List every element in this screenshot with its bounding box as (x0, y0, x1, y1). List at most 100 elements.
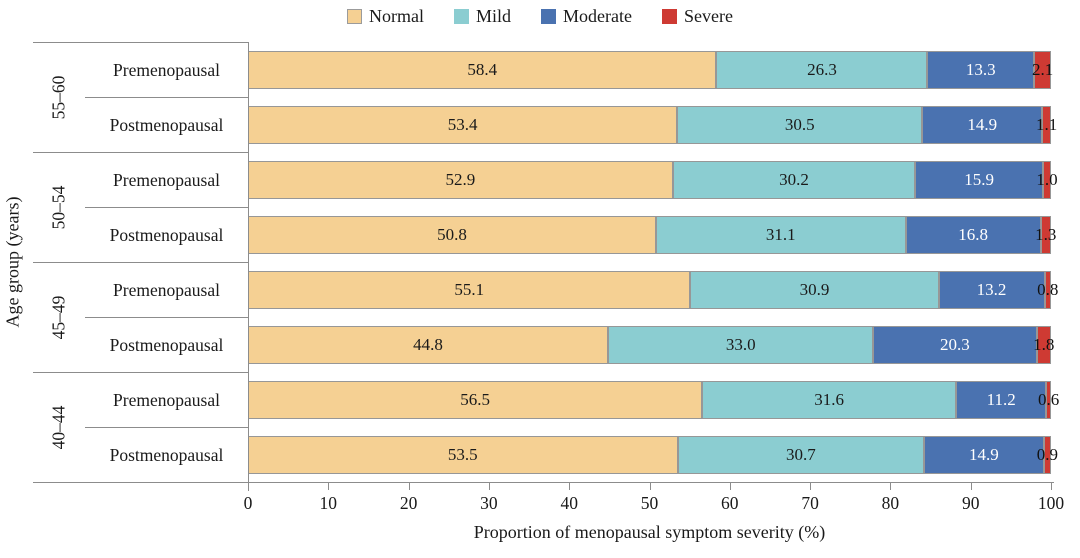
x-axis-tick (488, 483, 490, 490)
bar-segment-mild: 30.7 (677, 435, 925, 474)
x-axis-tick-label: 80 (881, 493, 900, 513)
x-axis-ticks: 0 10 20 30 40 50 60 70 80 90 100 (244, 482, 1064, 522)
moderate-swatch-icon (541, 9, 557, 24)
age-group-block: 50–54 Premenopausal Postmenopausal (33, 152, 248, 262)
x-axis-tick-label: 60 (721, 493, 739, 513)
age-group-block: 40–44 Premenopausal Postmenopausal (33, 372, 248, 482)
bar-row: 50.8 31.1 16.8 1.3 (248, 215, 1056, 254)
legend: Normal Mild Moderate Severe (20, 6, 1060, 27)
stacked-bar: 44.8 33.0 20.3 1.8 (248, 325, 1055, 364)
bar-segment-severe (1042, 105, 1051, 144)
severe-value-label: 0.9 (1036, 444, 1058, 464)
age-group-label: 45–49 (48, 295, 69, 340)
bar-segment-normal: 50.8 (248, 215, 656, 254)
x-axis-tick-label: 50 (640, 493, 659, 513)
bar-segment-severe (1040, 215, 1051, 254)
bar-row: 55.1 30.9 13.2 0.8 (248, 270, 1058, 309)
bar-row: 58.4 26.3 13.3 2.1 (248, 50, 1054, 89)
bar-row: 44.8 33.0 20.3 1.8 (248, 325, 1055, 364)
x-axis-tick-label: 100 (1037, 493, 1065, 513)
bar-segment-mild: 30.2 (672, 160, 916, 199)
bar-segment-severe (1043, 435, 1051, 474)
menopausal-status-label: Premenopausal (85, 373, 248, 428)
menopausal-status-label: Postmenopausal (109, 114, 224, 135)
menopausal-status-label: Postmenopausal (109, 444, 224, 465)
age-group-label: 40–44 (48, 405, 69, 450)
stacked-bar: 55.1 30.9 13.2 0.8 (248, 270, 1058, 309)
severe-value-label: 2.1 (1031, 59, 1054, 79)
stacked-bar: 53.5 30.7 14.9 0.9 (248, 435, 1058, 474)
y-axis-title: Age group (years) (2, 196, 23, 328)
x-axis-tick-label: 90 (961, 493, 980, 513)
bar-segment-severe (1042, 160, 1051, 199)
bar-row: 52.9 30.2 15.9 1.0 (248, 160, 1058, 199)
legend-item-normal: Normal (347, 6, 424, 27)
bar-segment-mild: 26.3 (716, 50, 928, 89)
x-axis-tick (890, 483, 892, 490)
legend-label: Moderate (563, 6, 632, 26)
legend-label: Mild (476, 6, 512, 26)
stacked-bar: 56.5 31.6 11.2 0.6 (248, 380, 1059, 419)
severe-value-label: 0.8 (1037, 279, 1059, 299)
x-axis-tick (328, 483, 330, 490)
x-axis-tick-label: 10 (319, 493, 338, 513)
bar-row: 53.5 30.7 14.9 0.9 (248, 435, 1058, 474)
bar-segment-moderate: 15.9 (915, 160, 1043, 199)
x-axis-tick (569, 483, 571, 490)
bar-segment-mild: 30.9 (690, 270, 939, 309)
bar-segment-normal: 55.1 (248, 270, 691, 309)
bar-segment-mild: 30.5 (677, 105, 923, 144)
bar-segment-moderate: 14.9 (924, 435, 1044, 474)
severe-value-label: 1.3 (1035, 224, 1057, 244)
bar-segment-mild: 31.1 (655, 215, 906, 254)
bar-segment-normal: 44.8 (248, 325, 609, 364)
x-axis-tick (729, 483, 731, 490)
y-axis-line (248, 42, 249, 491)
bar-segment-severe (1036, 325, 1051, 364)
row-label-table: 55–60 Premenopausal Postmenopausal 50–54 Pre… (33, 42, 248, 482)
menopausal-status-label: Premenopausal (85, 43, 248, 98)
bar-segment-severe (1044, 270, 1051, 309)
x-axis-tick-label: 0 (243, 493, 253, 513)
legend-item-mild: Mild (454, 6, 511, 27)
mild-swatch-icon (454, 9, 469, 24)
bar-segment-moderate: 13.3 (927, 50, 1035, 89)
severe-swatch-icon (661, 9, 677, 24)
plot-area: 58.4 26.3 13.3 2.1 53.4 30.5 14.9 1.1 52.9 30.2 15… (248, 42, 1059, 482)
bar-segment-normal: 58.4 (248, 50, 717, 89)
stacked-bar: 53.4 30.5 14.9 1.1 (248, 105, 1057, 144)
x-axis-tick (408, 483, 410, 490)
bar-segment-normal: 53.5 (248, 435, 678, 474)
severe-value-label: 1.1 (1035, 114, 1058, 134)
x-axis-tick-label: 20 (399, 493, 418, 513)
severe-value-label: 1.0 (1036, 169, 1058, 189)
bar-segment-moderate: 13.2 (938, 270, 1045, 309)
severe-value-label: 1.8 (1033, 334, 1055, 354)
x-axis-tick (1051, 483, 1052, 490)
x-axis-line (33, 482, 1054, 483)
bar-segment-normal: 53.4 (248, 105, 678, 144)
age-group-block: 55–60 Premenopausal Postmenopausal (33, 42, 248, 152)
bar-segment-moderate: 16.8 (905, 215, 1041, 254)
x-axis-tick (248, 483, 249, 490)
legend-label: Severe (683, 6, 733, 26)
x-axis-tick-label: 30 (480, 493, 498, 513)
bar-segment-normal: 56.5 (248, 380, 703, 419)
menopausal-status-label: Premenopausal (85, 153, 248, 208)
menopausal-status-label: Postmenopausal (109, 224, 224, 245)
bar-row: 53.4 30.5 14.9 1.1 (248, 105, 1057, 144)
bar-segment-moderate: 11.2 (956, 380, 1047, 419)
normal-swatch-icon (347, 9, 363, 24)
legend-item-moderate: Moderate (541, 6, 632, 27)
bar-segment-mild: 31.6 (702, 380, 957, 419)
menopausal-status-label: Postmenopausal (109, 334, 224, 355)
x-axis-title: Proportion of menopausal symptom severit… (473, 522, 826, 542)
x-axis-tick (970, 483, 972, 490)
severe-value-label: 0.6 (1037, 389, 1060, 409)
bar-row: 56.5 31.6 11.2 0.6 (248, 380, 1059, 419)
stacked-bar: 52.9 30.2 15.9 1.0 (248, 160, 1058, 199)
x-axis-tick-label: 70 (801, 493, 819, 513)
x-axis-tick (649, 483, 651, 490)
x-axis-tick-label: 40 (560, 493, 578, 513)
